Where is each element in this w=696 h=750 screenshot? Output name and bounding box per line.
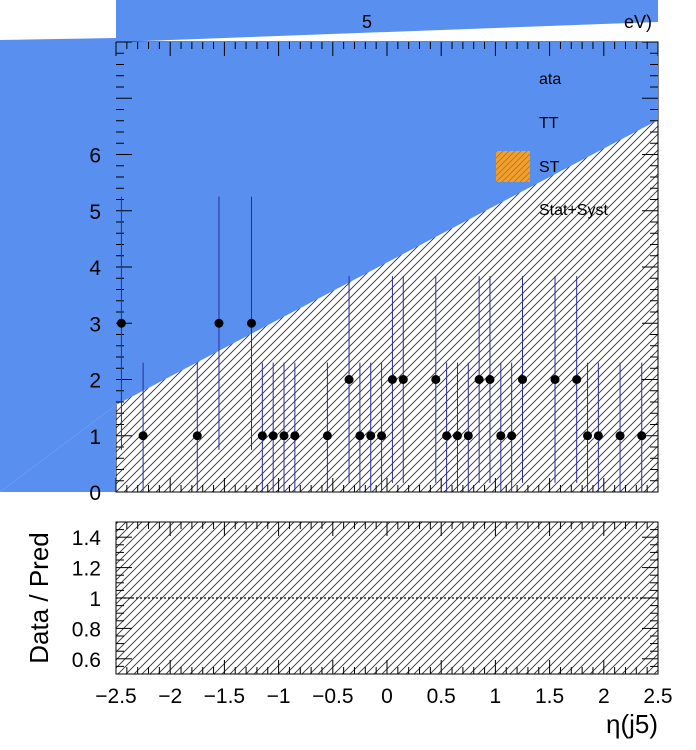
- data-point: [485, 375, 495, 384]
- y-tick-label-main: 3: [89, 313, 101, 336]
- data-point: [279, 431, 289, 441]
- x-tick-label: 1: [490, 685, 502, 708]
- data-point: [322, 431, 332, 441]
- data-point: [637, 431, 647, 441]
- y-tick-label-main: 5: [89, 201, 101, 224]
- data-point: [583, 431, 593, 441]
- x-tick-label: 2.5: [643, 685, 672, 708]
- x-tick-label: 1.5: [535, 685, 564, 708]
- data-point: [366, 431, 376, 441]
- legend: ata TT ST Stat+Syst: [496, 71, 608, 219]
- data-point: [116, 318, 126, 328]
- header-fragment-right: eV): [624, 12, 652, 32]
- data-point: [496, 431, 506, 441]
- data-point: [387, 375, 397, 384]
- tt-fill-overflow-bottom: [0, 405, 116, 492]
- data-point: [442, 431, 452, 441]
- x-tick-label: 2: [598, 685, 610, 708]
- data-point: [192, 431, 202, 441]
- data-series: [116, 196, 647, 492]
- x-tick-label: −1.5: [204, 685, 245, 708]
- data-point: [615, 431, 625, 441]
- data-point: [398, 375, 408, 384]
- legend-label-st: ST: [539, 159, 560, 176]
- legend-swatch-st: [496, 151, 530, 182]
- y-tick-label-ratio: 1.4: [72, 527, 102, 550]
- legend-label-data: ata: [539, 71, 561, 88]
- y-tick-label-main: 4: [89, 257, 101, 280]
- x-ticks-ratio: −2.5 −2 −1.5 −1 −0.5 0 0.5 1 1.5 2 2.5: [95, 522, 673, 708]
- ratio-y-axis-title: Data / Pred: [24, 532, 54, 664]
- tt-fill-overflow-left: [0, 38, 116, 492]
- data-point: [268, 431, 278, 441]
- x-tick-label: −2: [158, 685, 182, 708]
- data-point: [214, 318, 224, 328]
- data-point: [377, 431, 387, 441]
- legend-swatch-tt: [496, 106, 530, 137]
- y-ticks-ratio: 0.6 0.8 1 1.2 1.4: [72, 521, 658, 675]
- data-point: [518, 375, 527, 384]
- data-point: [593, 431, 603, 441]
- data-point: [463, 431, 473, 441]
- header-fragment-left: 5: [362, 12, 372, 32]
- y-tick-label-ratio: 1: [89, 588, 101, 611]
- data-point: [247, 318, 256, 328]
- y-tick-label-ratio: 1.2: [72, 558, 101, 581]
- data-point: [431, 375, 441, 384]
- data-point: [572, 375, 582, 384]
- y-tick-label-main: 2: [89, 370, 101, 393]
- y-ticks-main: 0 1 2 3 4 5 6: [89, 41, 658, 505]
- y-tick-label-main: 1: [89, 426, 101, 449]
- y-tick-label-main: 0: [89, 482, 101, 505]
- data-point: [138, 431, 148, 441]
- legend-label-stat-syst: Stat+Syst: [539, 202, 608, 219]
- data-point: [257, 431, 267, 441]
- data-point: [290, 431, 300, 441]
- ratio-pad-frame: [115, 521, 659, 675]
- legend-label-tt: TT: [539, 115, 559, 132]
- x-axis-title: η(j5): [606, 709, 658, 739]
- x-tick-label: −0.5: [312, 685, 353, 708]
- x-tick-label: 0.5: [427, 685, 456, 708]
- y-tick-label-ratio: 0.6: [72, 649, 101, 672]
- x-tick-label: −2.5: [95, 685, 136, 708]
- data-point: [452, 431, 462, 441]
- y-tick-label-main: 6: [89, 145, 101, 168]
- data-point: [474, 375, 484, 384]
- x-tick-label: −1: [267, 685, 291, 708]
- data-point: [344, 375, 354, 384]
- tt-fill-overflow-top: [116, 0, 658, 42]
- data-point: [507, 431, 517, 441]
- y-tick-label-ratio: 0.8: [72, 618, 101, 641]
- data-point: [355, 431, 365, 441]
- x-tick-label: 0: [381, 685, 393, 708]
- data-point: [550, 375, 560, 384]
